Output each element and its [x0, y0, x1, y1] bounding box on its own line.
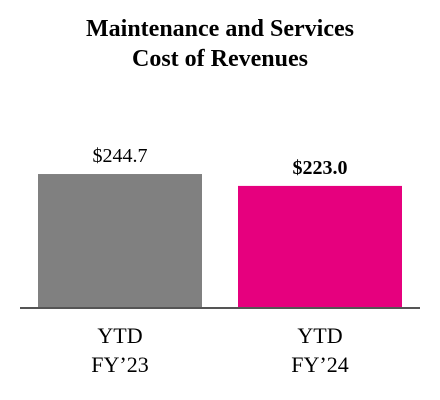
- chart-title: Maintenance and Services Cost of Revenue…: [0, 14, 440, 74]
- bar-value-label-1: $223.0: [293, 157, 348, 179]
- category-label-1-line-1: FY’24: [291, 352, 348, 377]
- bar-1: [238, 185, 402, 308]
- chart-title-line-2: Cost of Revenues: [132, 46, 308, 72]
- category-label-1-line-0: YTD: [297, 323, 342, 348]
- chart-title-line-1: Maintenance and Services: [86, 16, 354, 42]
- bar-0: [38, 174, 202, 308]
- bar-value-label-0: $244.7: [93, 145, 148, 167]
- category-label-0-line-0: YTD: [97, 323, 142, 348]
- category-label-0-line-1: FY’23: [91, 352, 148, 377]
